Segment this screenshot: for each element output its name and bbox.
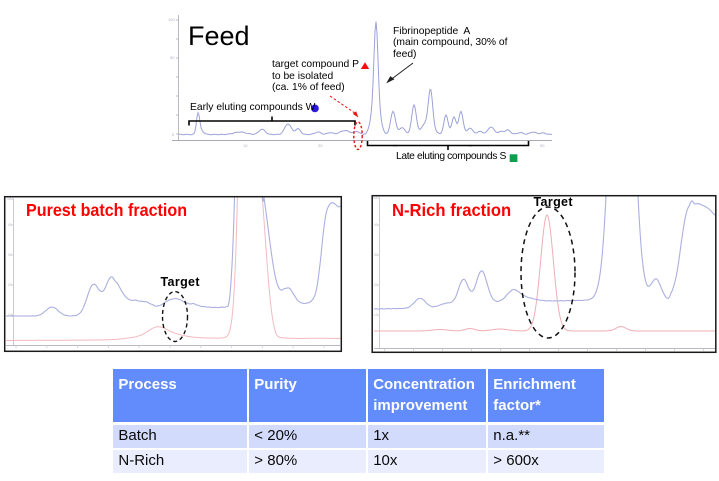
svg-text:50: 50 xyxy=(170,55,175,60)
svg-text:30: 30 xyxy=(374,253,378,257)
svg-text:10: 10 xyxy=(243,143,248,148)
svg-text:40: 40 xyxy=(374,223,378,227)
svg-text:10: 10 xyxy=(374,313,378,317)
svg-text:mAU: mAU xyxy=(373,196,381,200)
svg-text:100: 100 xyxy=(168,17,175,22)
svg-text:20: 20 xyxy=(374,283,378,287)
svg-text:mAU: mAU xyxy=(7,197,15,201)
svg-text:10: 10 xyxy=(8,313,12,317)
svg-text:20: 20 xyxy=(8,283,12,287)
svg-text:40: 40 xyxy=(8,223,12,227)
svg-text:30: 30 xyxy=(8,253,12,257)
svg-text:20: 20 xyxy=(318,143,323,148)
svg-text:0: 0 xyxy=(172,132,175,137)
svg-text:50: 50 xyxy=(540,143,545,148)
